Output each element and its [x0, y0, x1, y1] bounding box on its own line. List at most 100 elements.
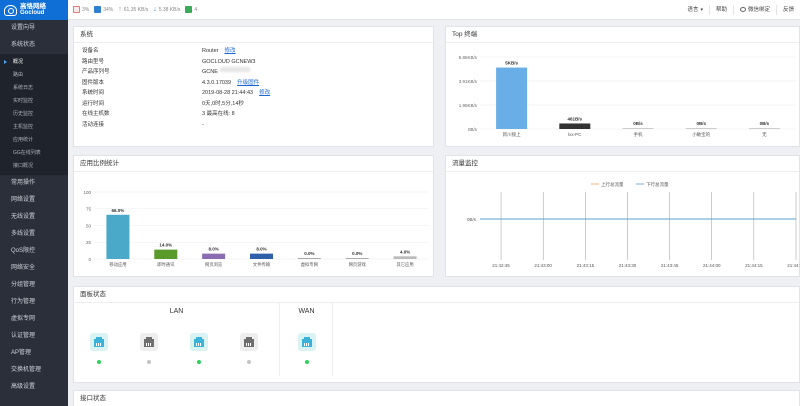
- nav-item-6[interactable]: 分组管理: [11, 282, 36, 288]
- help-link[interactable]: 帮助: [708, 4, 733, 15]
- system-row: 活动连接 -: [82, 120, 433, 131]
- bar: [106, 214, 130, 259]
- chevron-down-icon: ▾: [700, 6, 703, 13]
- x-tick-label: 21:43:30: [619, 263, 637, 268]
- data-label: 5KB/s: [505, 61, 518, 66]
- traffic-chart: 上行总流量 下行总流量 21:42:45 21:43:00 21:43:15 21:43:…: [467, 181, 800, 268]
- system-row-link[interactable]: 修改: [224, 48, 236, 54]
- x-tick-label: 21:42:45: [492, 263, 510, 268]
- system-row-value: 0天,0时,5分,14秒: [202, 100, 244, 107]
- y-tick-label: 100: [83, 190, 91, 195]
- system-row-key: 设备名: [82, 48, 99, 54]
- data-label: 0B/s: [696, 121, 706, 126]
- system-row-key: 路由型号: [82, 58, 105, 65]
- feedback-link[interactable]: 反馈: [775, 4, 800, 15]
- interface-state-panel: 接口状态: [73, 390, 800, 406]
- wechat-bind-label: 微信绑定: [747, 6, 770, 13]
- download-stat: ↓ 5.38 KB/s: [153, 6, 180, 13]
- language-menu[interactable]: 语言 ▾: [681, 5, 709, 15]
- system-row-value: -: [202, 121, 204, 128]
- wan-port-icon[interactable]: [298, 333, 316, 351]
- sub-nav-item-8[interactable]: 接口概况: [13, 163, 34, 169]
- nav-item-top-0[interactable]: 设置向导: [0, 20, 68, 37]
- cpu-icon: [73, 6, 80, 13]
- bar: [250, 253, 273, 259]
- y-tick-label: 1.95KB/s: [459, 103, 478, 108]
- nav-item-4[interactable]: QoS限控: [11, 248, 36, 254]
- redacted-serial: [219, 67, 250, 72]
- top-terminal-chart: 5.86KB/s 3.91KB/s 1.95KB/s 0B/s 5KB/s 新川接上 461…: [459, 55, 796, 138]
- nav-item-8[interactable]: 虚拟专网: [11, 316, 36, 322]
- system-row-value: 2019-08-28 21:44:43: [202, 90, 254, 96]
- nav-item-top-1[interactable]: 系统状态: [0, 37, 68, 54]
- bar: [345, 258, 369, 259]
- logo-icon: [4, 4, 17, 16]
- bar: [559, 123, 591, 129]
- nav-item-5[interactable]: 网络安全: [11, 265, 36, 271]
- lan-port-icon[interactable]: [240, 333, 258, 351]
- nav-item-10[interactable]: AP管理: [11, 350, 32, 356]
- x-tick-label: 网页游戏: [349, 261, 367, 268]
- bar: [297, 258, 321, 259]
- data-label: 4.0%: [400, 249, 410, 254]
- download-arrow-icon: ↓: [153, 6, 157, 13]
- lan-group: LAN: [74, 303, 280, 376]
- sub-nav-item-2[interactable]: 系统日志: [13, 85, 34, 91]
- nav-item-2[interactable]: 无线设置: [11, 214, 36, 220]
- lan-port-icon[interactable]: [140, 333, 158, 351]
- wechat-icon: [739, 7, 746, 12]
- sub-nav-item-4[interactable]: 历史监控: [13, 111, 34, 117]
- x-tick-label: lxx-PC: [568, 132, 582, 137]
- upload-value: 61.35 KB/s: [123, 6, 149, 13]
- bar: [748, 128, 780, 129]
- wan-port-status-dot: [305, 360, 309, 364]
- wan-group: WAN: [281, 303, 333, 376]
- sub-nav-item-3[interactable]: 实时监控: [13, 98, 34, 104]
- upload-stat: ↑ 61.35 KB/s: [118, 6, 148, 13]
- y-tick-label: 0B/s: [467, 217, 477, 222]
- sub-nav-item-7[interactable]: GG在线列表: [13, 150, 41, 156]
- language-label: 语言: [687, 6, 699, 13]
- system-row: 在线主机数 3 最高在线: 8: [82, 109, 433, 120]
- lan-port-status-dot: [97, 360, 101, 364]
- app-ratio-chart: 100 75 50 25 0 66.0% 移动应用 14.0% 即时通讯 8.0% 网页浏览 8.0%…: [83, 190, 429, 268]
- system-row-key: 产品序列号: [82, 69, 110, 75]
- wan-label: WAN: [298, 308, 315, 315]
- nav-item-9[interactable]: 认证管理: [11, 333, 36, 339]
- sub-nav-item-5[interactable]: 主机监控: [13, 124, 34, 130]
- bar: [154, 249, 178, 259]
- lan-port-icon[interactable]: [90, 333, 108, 351]
- feedback-label: 反馈: [782, 6, 794, 13]
- x-tick-label: 21:43:00: [534, 263, 552, 268]
- bar: [496, 67, 528, 129]
- bar: [202, 253, 226, 259]
- system-row: 设备名 Router 修改: [82, 46, 433, 57]
- wechat-bind-link[interactable]: 微信绑定: [732, 4, 776, 15]
- nav-item-0[interactable]: 常用操作: [11, 180, 36, 186]
- panel-state-panel: 面板状态 LAN WAN: [73, 286, 800, 383]
- y-tick-label: 25: [86, 240, 92, 245]
- x-tick-label: 小敏宝的: [692, 131, 710, 138]
- lan-port-status-dot: [147, 360, 151, 364]
- system-row-link[interactable]: 升级固件: [237, 79, 260, 86]
- sub-nav-item-0[interactable]: 概况: [0, 56, 68, 69]
- nav-item-7[interactable]: 行为管理: [11, 299, 36, 305]
- nav-item-12[interactable]: 高级设置: [11, 384, 36, 390]
- system-row: 固件版本 4.3.0.17039 升级固件: [82, 78, 433, 89]
- nav-item-3[interactable]: 多线设置: [11, 231, 36, 237]
- y-tick-label: 75: [86, 207, 92, 212]
- sub-nav-item-6[interactable]: 应用统计: [13, 137, 34, 143]
- lan-port-icon[interactable]: [190, 333, 208, 351]
- x-tick-label: 即时通讯: [157, 261, 175, 268]
- nav-item-11[interactable]: 交换机管理: [11, 367, 42, 373]
- x-tick-label: 文件传输: [253, 261, 271, 268]
- system-row-value: 4.3.0.17039: [202, 79, 232, 86]
- x-tick-label: 其它应用: [396, 261, 413, 268]
- system-row-link[interactable]: 修改: [259, 90, 271, 96]
- x-tick-label: 网页浏览: [205, 261, 223, 268]
- lan-port-status-dot: [247, 360, 251, 364]
- system-row-key: 活动连接: [82, 121, 105, 128]
- sub-nav-item-1[interactable]: 路由: [13, 72, 24, 78]
- brand-name-cn: 高恪网络: [20, 2, 46, 10]
- nav-item-1[interactable]: 网络设置: [11, 197, 36, 203]
